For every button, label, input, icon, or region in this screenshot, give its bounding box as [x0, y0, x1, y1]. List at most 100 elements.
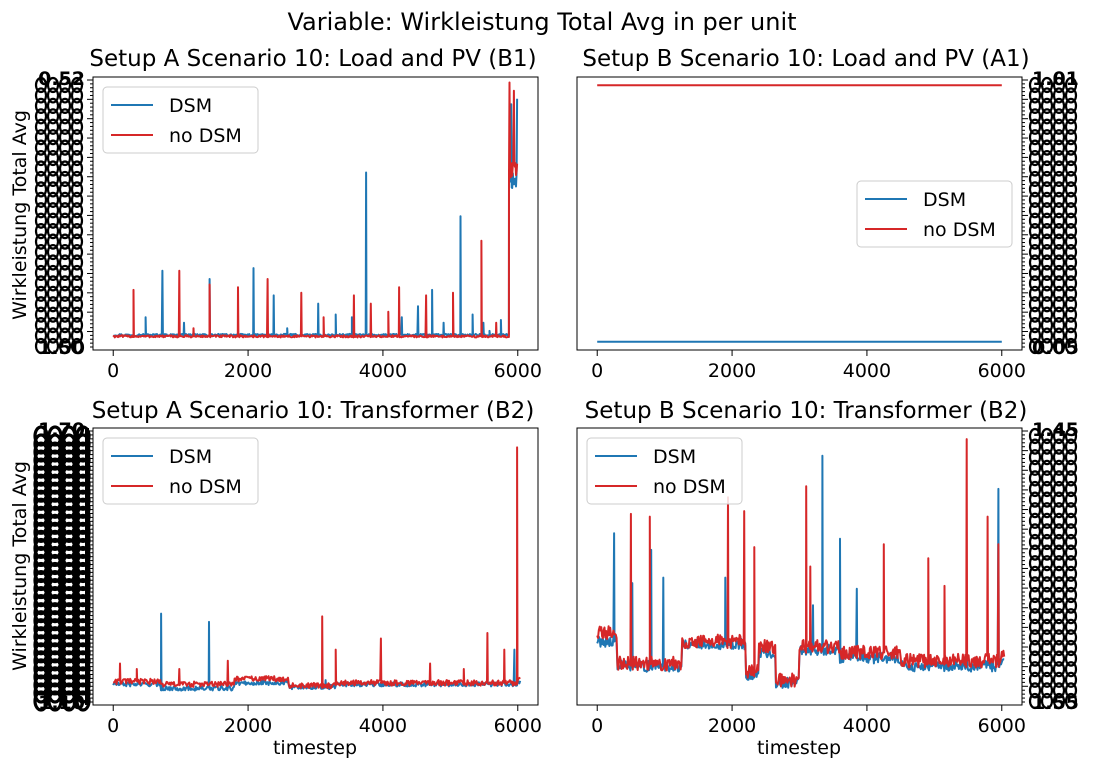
y-tick-glyph	[70, 191, 84, 208]
y-tick-glyph	[1064, 586, 1078, 604]
y-tick-glyph	[70, 275, 84, 292]
y-tick-glyph	[70, 212, 84, 229]
y-tick-glyph	[1028, 296, 1042, 313]
y-tick-glyph	[1052, 555, 1066, 572]
y-axis-label: Wirkleistung Total Avg	[9, 110, 31, 320]
y-tick-glyph	[1040, 608, 1054, 625]
y-tick-glyph	[33, 513, 49, 535]
y-tick-glyph	[47, 642, 63, 664]
legend-box	[586, 437, 743, 505]
y-tick-glyph	[1064, 544, 1078, 561]
y-tick-glyph	[46, 337, 60, 355]
y-tick-glyph	[33, 521, 49, 543]
y-tick-glyph	[1064, 129, 1078, 146]
y-tick-label: 0.05	[1032, 337, 1079, 359]
y-tick-glyph	[1028, 87, 1042, 104]
y-tick-glyph	[1028, 275, 1042, 292]
plot-area: 0 2000 4000 6000 0.52 1.50 DSM no DSM	[34, 68, 542, 382]
y-tick-glyph	[34, 108, 48, 125]
y-tick-glyph	[61, 521, 77, 543]
y-tick-glyph	[1028, 317, 1042, 334]
y-tick-glyph	[1064, 438, 1078, 455]
y-tick-glyph	[1052, 544, 1066, 561]
y-tick-glyph	[1064, 650, 1078, 667]
y-tick-glyph	[1064, 108, 1078, 125]
y-tick-glyph	[46, 327, 60, 344]
y-tick-glyph	[33, 553, 49, 576]
y-tick-glyph	[47, 586, 63, 608]
y-tick-glyph	[33, 626, 49, 648]
y-tick-glyph	[58, 254, 72, 271]
y-tick-glyph	[47, 449, 63, 471]
y-tick-glyph	[61, 505, 77, 527]
legend-label: no DSM	[653, 476, 726, 498]
y-tick-glyph	[70, 254, 84, 271]
axes-frame	[92, 427, 539, 706]
y-tick-glyph	[1064, 449, 1078, 466]
y-tick-glyph	[1052, 586, 1066, 604]
y-tick-glyph	[1064, 661, 1078, 678]
y-tick-glyph	[58, 170, 72, 188]
y-tick-glyph	[61, 481, 77, 503]
y-tick-glyph	[33, 449, 49, 471]
y-tick-glyph	[1052, 233, 1066, 250]
y-tick-glyph	[61, 658, 77, 680]
y-tick-glyph	[1052, 254, 1066, 271]
y-tick-glyph	[33, 610, 49, 632]
y-tick-glyph	[1040, 544, 1054, 561]
y-tick-glyph	[61, 634, 77, 656]
y-tick-glyph	[1052, 139, 1066, 156]
series-line-no-dsm	[112, 446, 521, 690]
series-line-no-dsm	[596, 438, 1006, 688]
y-tick-glyph	[1040, 661, 1054, 678]
y-tick-glyph	[1052, 212, 1066, 229]
y-tick-glyph	[1052, 129, 1066, 146]
y-tick-glyph	[1028, 223, 1042, 240]
y-tick-glyph	[61, 529, 77, 551]
y-tick-glyph	[61, 594, 77, 616]
x-tick-label: 4000	[843, 360, 891, 382]
y-tick-glyph	[1064, 533, 1078, 551]
panel-title: Setup B Scenario 10: Transformer (B2)	[585, 398, 1028, 424]
y-tick-glyph	[58, 233, 72, 250]
x-tick-label: 6000	[494, 715, 542, 737]
y-tick-label: 1.50	[38, 337, 85, 359]
y-tick-glyph	[47, 618, 63, 640]
y-tick-glyph	[58, 212, 72, 229]
y-tick-glyph	[46, 139, 60, 156]
y-tick-label-cluster	[1028, 427, 1078, 710]
y-tick-glyph	[61, 561, 77, 584]
y-tick-glyph	[34, 97, 48, 114]
y-tick-glyph	[1052, 629, 1066, 646]
y-tick-glyph	[47, 505, 63, 527]
legend-label: no DSM	[169, 125, 242, 147]
y-tick-glyph	[1040, 470, 1054, 487]
y-tick-glyph	[1064, 555, 1078, 572]
y-tick-glyph	[47, 690, 63, 712]
x-axis-label: timestep	[273, 737, 357, 759]
y-tick-glyph	[1064, 427, 1078, 445]
y-tick-glyph	[1052, 327, 1066, 344]
y-tick-glyph	[47, 545, 63, 568]
y-tick-glyph	[1040, 97, 1054, 114]
y-tick-glyph	[1064, 243, 1078, 261]
y-tick-label: 1.01	[1032, 68, 1079, 90]
y-tick-glyph	[70, 160, 84, 177]
y-tick-glyph	[33, 682, 49, 704]
y-tick-glyph	[70, 264, 84, 282]
y-tick-glyph	[47, 666, 63, 688]
y-tick-glyph	[34, 202, 48, 219]
axes-frame	[92, 76, 539, 351]
x-axis-label: timestep	[757, 737, 841, 759]
y-tick-glyph	[46, 170, 60, 188]
y-tick-glyph	[47, 577, 63, 600]
y-tick-glyph	[1040, 223, 1054, 240]
y-tick-glyph	[33, 594, 49, 616]
y-ticks	[87, 79, 93, 348]
axes-frame	[576, 427, 1023, 706]
x-tick-label: 2000	[708, 715, 756, 737]
y-tick-glyph	[46, 191, 60, 208]
y-tick-glyph	[1040, 597, 1054, 614]
y-tick-glyph	[61, 577, 77, 600]
y-tick-glyph	[58, 118, 72, 135]
